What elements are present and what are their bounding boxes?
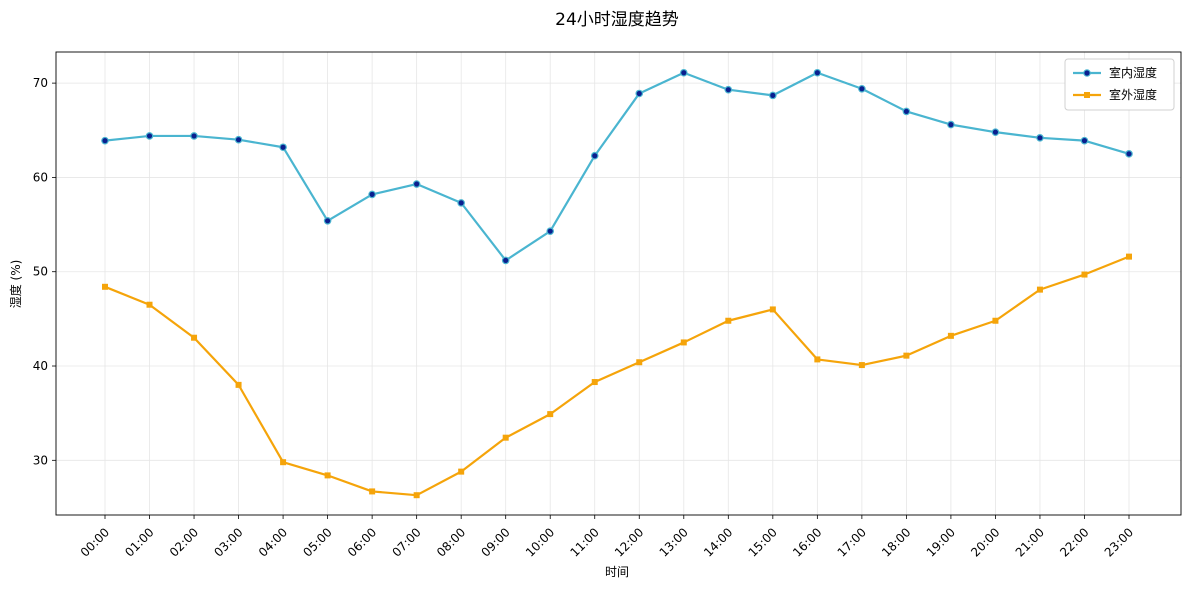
x-tick-label: 22:00 — [1057, 525, 1091, 559]
data-point — [1080, 136, 1089, 145]
data-point — [858, 362, 865, 369]
legend-marker — [1083, 69, 1091, 77]
x-tick-label: 02:00 — [167, 525, 201, 559]
data-point — [102, 283, 108, 290]
x-tick-label: 01:00 — [122, 525, 156, 559]
series-layer — [101, 68, 1133, 499]
data-point — [280, 459, 287, 466]
x-tick-label: 00:00 — [78, 525, 112, 559]
x-tick-label: 21:00 — [1013, 525, 1047, 559]
y-axis-label: 湿度 (%) — [8, 260, 23, 309]
x-tick-label: 15:00 — [746, 525, 780, 559]
y-tick-label: 70 — [33, 76, 48, 90]
data-point — [590, 151, 599, 160]
data-point — [146, 301, 153, 308]
x-tick-label: 13:00 — [657, 525, 691, 559]
data-point — [457, 199, 465, 207]
x-tick-label: 19:00 — [924, 525, 958, 559]
x-tick-label: 12:00 — [612, 525, 646, 559]
data-point — [1126, 253, 1132, 260]
data-point — [636, 359, 643, 366]
data-point — [1036, 134, 1044, 142]
data-point — [279, 143, 287, 152]
data-point — [191, 334, 198, 341]
legend-label: 室内湿度 — [1109, 65, 1157, 80]
x-tick-label: 17:00 — [835, 525, 869, 559]
data-point — [369, 488, 376, 495]
data-point — [546, 227, 555, 235]
data-point — [234, 135, 243, 144]
plot-frame — [55, 51, 1182, 516]
data-point — [501, 256, 510, 265]
data-point — [101, 136, 109, 145]
x-tick-label: 18:00 — [879, 525, 913, 559]
data-point — [725, 317, 732, 324]
x-axis-label: 时间 — [605, 565, 629, 579]
x-tick-label: 07:00 — [389, 525, 423, 559]
data-point — [547, 411, 554, 418]
legend-box — [1064, 58, 1175, 111]
data-point — [1081, 271, 1088, 278]
data-point — [635, 89, 644, 98]
data-point — [1125, 150, 1133, 158]
data-point — [323, 216, 332, 225]
axes-layer: 00:00 01:00 02:00 03:00 04:00 05:00 06:00 07:00… — [33, 51, 1182, 560]
data-point — [368, 190, 376, 199]
series-1 — [102, 253, 1132, 499]
series-line — [104, 255, 1130, 497]
x-tick-label: 05:00 — [300, 525, 334, 559]
data-point — [679, 68, 688, 77]
x-tick-label: 20:00 — [968, 525, 1002, 559]
x-tick-label: 09:00 — [478, 525, 512, 559]
x-tick-label: 10:00 — [523, 525, 557, 559]
x-tick-label: 08:00 — [434, 525, 468, 559]
legend-label: 室外湿度 — [1109, 87, 1157, 102]
x-tick-label: 23:00 — [1102, 525, 1136, 559]
data-point — [769, 306, 776, 313]
data-point — [145, 132, 154, 140]
data-point — [769, 91, 777, 100]
series-line — [104, 71, 1130, 262]
data-point — [591, 379, 598, 386]
data-point — [947, 120, 955, 129]
x-tick-label: 14:00 — [701, 525, 735, 559]
data-point — [858, 84, 866, 93]
x-tick-label: 04:00 — [256, 525, 290, 559]
data-point — [413, 492, 420, 499]
data-point — [724, 85, 733, 94]
data-point — [814, 356, 821, 363]
legend-marker — [1084, 92, 1090, 98]
data-point — [903, 352, 910, 359]
y-tick-label: 40 — [33, 359, 48, 373]
data-point — [992, 317, 999, 324]
data-point — [412, 180, 421, 188]
y-tick-label: 60 — [33, 170, 48, 184]
data-point — [813, 68, 822, 77]
grid-layer — [56, 52, 1181, 515]
data-point — [190, 132, 198, 140]
data-point — [947, 332, 954, 339]
data-point — [502, 434, 509, 441]
x-tick-label: 06:00 — [345, 525, 379, 559]
series-0 — [101, 68, 1133, 265]
y-tick-label: 30 — [33, 453, 48, 467]
data-point — [458, 468, 465, 475]
x-tick-label: 03:00 — [211, 525, 245, 559]
x-tick-label: 11:00 — [567, 525, 601, 559]
data-point — [991, 128, 1000, 136]
data-point — [324, 472, 331, 479]
data-point — [680, 339, 687, 346]
y-tick-label: 50 — [33, 265, 48, 279]
x-tick-label: 16:00 — [790, 525, 824, 559]
data-point — [235, 381, 242, 388]
data-point — [902, 107, 911, 116]
chart-title: 24小时湿度趋势 — [555, 10, 679, 30]
data-point — [1036, 286, 1043, 293]
